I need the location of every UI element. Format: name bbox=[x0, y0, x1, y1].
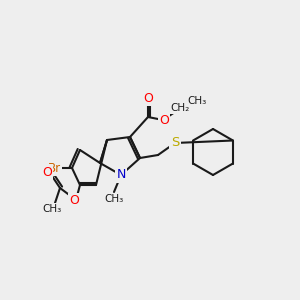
Text: O: O bbox=[42, 166, 52, 178]
Text: CH₂: CH₂ bbox=[170, 103, 190, 113]
Text: CH₃: CH₃ bbox=[104, 194, 124, 204]
Text: S: S bbox=[171, 136, 179, 149]
Text: O: O bbox=[143, 92, 153, 104]
Text: O: O bbox=[69, 194, 79, 208]
Text: Br: Br bbox=[47, 161, 61, 175]
Text: N: N bbox=[116, 169, 126, 182]
Text: O: O bbox=[159, 113, 169, 127]
Text: CH₃: CH₃ bbox=[42, 204, 62, 214]
Text: CH₃: CH₃ bbox=[188, 96, 207, 106]
